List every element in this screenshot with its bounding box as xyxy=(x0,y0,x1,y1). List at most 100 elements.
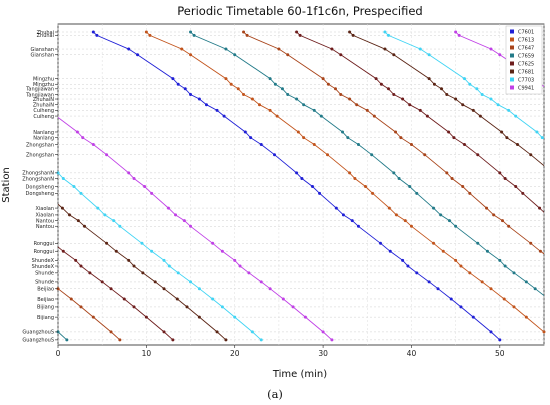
train-stop-point xyxy=(103,213,107,217)
train-stop-point xyxy=(468,82,472,86)
train-stop-point xyxy=(136,53,140,57)
train-stop-point xyxy=(144,30,148,34)
train-stop-point xyxy=(439,213,443,217)
legend-swatch xyxy=(510,85,514,90)
train-stop-point xyxy=(233,315,237,319)
train-stop-point xyxy=(427,77,431,81)
train-stop-point xyxy=(387,206,391,210)
train-stop-point xyxy=(346,136,350,140)
train-stop-point xyxy=(281,297,285,301)
train-stop-point xyxy=(79,264,83,268)
train-stop-point xyxy=(174,213,178,217)
legend-swatch xyxy=(510,69,514,74)
train-stop-point xyxy=(538,206,542,210)
train-stop-point xyxy=(105,153,109,157)
train-stop-point xyxy=(321,330,325,334)
train-stop-point xyxy=(122,297,126,301)
station-label: GuangzhouS xyxy=(22,330,54,336)
station-label: Tangjiawan xyxy=(25,92,54,98)
train-stop-point xyxy=(348,171,352,175)
train-stop-point xyxy=(459,264,463,268)
train-stop-point xyxy=(250,97,254,101)
train-stop-point xyxy=(379,241,383,245)
station-label: ShundeX xyxy=(32,258,55,264)
train-stop-point xyxy=(529,153,533,157)
station-label: Nantou xyxy=(36,224,54,230)
train-stop-point xyxy=(303,315,307,319)
train-stop-point xyxy=(295,30,299,34)
time-tick-label: 0 xyxy=(56,349,61,358)
time-tick-label: 10 xyxy=(142,349,152,358)
train-stop-point xyxy=(476,241,480,245)
train-stop-point xyxy=(245,33,249,37)
train-stop-point xyxy=(236,87,240,91)
train-stop-point xyxy=(394,130,398,134)
train-stop-point xyxy=(371,191,375,195)
train-stop-point xyxy=(392,53,396,57)
train-stop-point xyxy=(197,97,201,101)
station-label: Beijiao xyxy=(37,297,54,303)
train-stop-point xyxy=(512,271,516,275)
station-label: Bijiang xyxy=(37,305,54,311)
train-stop-point xyxy=(441,249,445,253)
train-stop-point xyxy=(489,47,493,51)
station-label: Dongsheng xyxy=(26,184,54,190)
train-stop-point xyxy=(76,219,80,223)
train-stop-point xyxy=(423,153,427,157)
train-stop-point xyxy=(91,142,95,146)
train-stop-point xyxy=(162,330,166,334)
train-stop-point xyxy=(356,142,360,146)
train-stop-point xyxy=(257,103,261,107)
train-stop-point xyxy=(394,213,398,217)
train-stop-point xyxy=(339,92,343,96)
train-stop-point xyxy=(383,47,387,51)
legend-entry: C7703 xyxy=(518,78,534,84)
chart-title: Periodic Timetable 60-1f1c6n, Prespecifi… xyxy=(177,4,422,18)
train-series-C7659 xyxy=(56,30,544,342)
train-stop-point xyxy=(399,136,403,140)
train-stop-point xyxy=(330,338,334,342)
train-stop-point xyxy=(450,177,454,181)
train-series-C7703 xyxy=(56,30,544,342)
train-stop-point xyxy=(242,30,246,34)
figure-caption: (a) xyxy=(267,387,283,401)
train-stop-point xyxy=(489,330,493,334)
train-stop-point xyxy=(277,47,281,51)
station-label: ZhuhaiN xyxy=(33,97,54,103)
train-stop-point xyxy=(333,87,337,91)
legend-swatch xyxy=(510,37,514,42)
train-stop-point xyxy=(505,136,509,140)
station-label: Ronggui xyxy=(34,241,54,247)
train-stop-point xyxy=(461,103,465,107)
train-stop-point xyxy=(507,224,511,228)
station-label: Nanlang xyxy=(33,135,54,141)
legend-swatch xyxy=(510,77,514,82)
train-stop-point xyxy=(109,330,113,334)
train-stop-point xyxy=(153,280,157,284)
train-stop-point xyxy=(461,185,465,188)
train-stop-point xyxy=(249,136,253,140)
train-stop-point xyxy=(489,287,493,291)
train-stop-point xyxy=(79,191,83,195)
train-stop-point xyxy=(148,33,152,37)
train-stop-point xyxy=(475,87,479,91)
train-stop-point xyxy=(353,177,357,181)
train-stop-point xyxy=(454,97,458,101)
train-stop-point xyxy=(96,206,100,210)
train-stop-point xyxy=(222,114,226,118)
legend-entry: C7625 xyxy=(518,62,534,68)
train-path xyxy=(58,246,174,341)
train-stop-point xyxy=(176,271,180,275)
train-stop-point xyxy=(259,142,263,146)
train-stop-point xyxy=(182,219,186,223)
time-tick-label: 50 xyxy=(495,349,505,358)
train-stop-point xyxy=(197,315,201,319)
train-stop-point xyxy=(215,330,219,334)
station-label: Gianshan xyxy=(30,53,54,59)
train-stop-point xyxy=(72,185,76,188)
train-stop-point xyxy=(229,82,233,86)
train-stop-point xyxy=(432,82,436,86)
train-stop-point xyxy=(355,103,359,107)
legend-entry: C7613 xyxy=(518,38,534,44)
train-stop-point xyxy=(61,249,65,253)
